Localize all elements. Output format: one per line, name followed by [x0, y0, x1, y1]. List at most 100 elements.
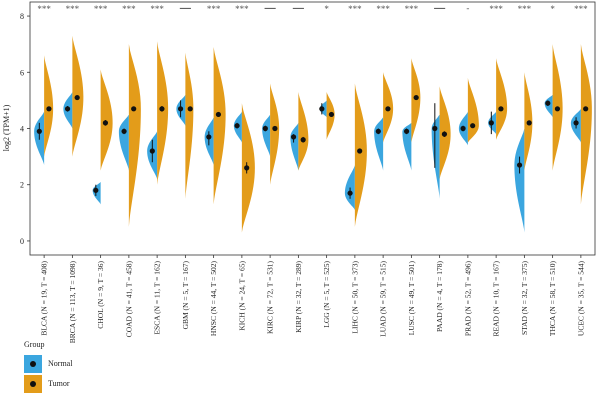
violin-tumor — [128, 44, 141, 227]
violin-normal — [544, 94, 553, 118]
x-tick-label: PAAD (N = 4, T = 178) — [435, 261, 444, 333]
x-axis: BLCA (N = 19, T = 408) BRCA (N = 113, T =… — [40, 255, 585, 344]
median-point-normal — [403, 128, 410, 134]
legend-item-tumor: Tumor — [24, 375, 124, 393]
median-point-tumor — [244, 165, 250, 171]
median-point-normal — [545, 100, 551, 106]
x-tick-label: KIRC (N = 72, T = 531) — [266, 261, 275, 334]
violin-tumor — [44, 55, 54, 157]
legend-item-normal: Normal — [24, 355, 124, 373]
median-point-normal — [262, 125, 268, 132]
median-point-normal — [319, 106, 325, 112]
median-point-tumor — [385, 106, 391, 112]
y-tick-label: 6 — [20, 68, 24, 77]
x-tick-label: LUSC (N = 49, T = 501) — [407, 261, 416, 336]
x-tick-label: KICH (N = 24, T = 65) — [237, 260, 246, 330]
median-point-normal — [149, 148, 155, 154]
significance-label: *** — [489, 4, 503, 14]
significance-label: — — [264, 2, 277, 14]
x-tick-label: LUAD (N = 59, T = 515) — [379, 261, 388, 337]
violin-tumor — [467, 77, 479, 143]
legend-key-normal — [24, 355, 42, 373]
median-point-tumor — [470, 123, 476, 129]
violin-normal — [344, 165, 355, 211]
median-point-tumor — [357, 148, 363, 154]
plot-frame — [29, 1, 596, 256]
median-point-normal — [206, 134, 212, 140]
significance-label: *** — [66, 4, 80, 14]
x-tick-label: LGG (N = 5, T = 525) — [322, 261, 331, 328]
significance-label: *** — [376, 4, 390, 14]
median-point-normal — [516, 162, 523, 168]
significance-label: — — [292, 2, 305, 14]
violin-tumor — [213, 46, 226, 205]
violin-tumor — [580, 44, 592, 205]
significance-label: *** — [405, 4, 419, 14]
violin-tumor — [354, 83, 367, 227]
plot-border — [29, 1, 596, 256]
x-tick-label: THCA (N = 58, T = 510) — [548, 261, 557, 337]
median-point-normal — [432, 125, 438, 132]
y-tick-label: 8 — [20, 12, 24, 21]
y-tick-label: 2 — [20, 181, 24, 190]
x-tick-label: PRAD (N = 52, T = 496) — [463, 260, 472, 336]
x-tick-label: STAD (N = 32, T = 375) — [520, 261, 529, 336]
median-point-tumor — [583, 106, 589, 112]
significance-label: *** — [207, 4, 221, 14]
significance-label: *** — [235, 4, 249, 14]
x-tick-label: UCEC (N = 35, T = 544) — [576, 261, 585, 337]
significance-labels: *** *** *** *** *** — *** *** — — * *** *** *** — - *** *… — [37, 2, 588, 14]
median-point-tumor — [46, 106, 52, 112]
median-point-normal — [375, 128, 381, 134]
y-tick-label: 4 — [20, 125, 24, 134]
significance-label: — — [433, 2, 446, 14]
significance-label: *** — [574, 4, 588, 14]
violin-normal — [402, 122, 412, 171]
legend-title: Group — [24, 340, 45, 349]
significance-label: *** — [348, 4, 362, 14]
significance-label: — — [179, 2, 192, 14]
median-point-tumor — [131, 106, 137, 112]
legend-label-tumor: Tumor — [48, 379, 70, 388]
median-point-tumor — [441, 131, 448, 137]
violin-tumor — [496, 58, 508, 140]
legend-label-normal: Normal — [48, 359, 73, 368]
violin-tumor — [185, 52, 194, 199]
x-tick-label: BRCA (N = 113, T = 1098) — [68, 261, 77, 344]
median-point-normal — [177, 106, 184, 112]
violin-normal — [262, 114, 271, 157]
x-tick-label: HNSC (N = 44, T = 502) — [209, 260, 218, 336]
median-point-tumor — [74, 94, 80, 101]
median-point-normal — [460, 125, 466, 132]
significance-label: *** — [150, 4, 164, 14]
significance-label: *** — [94, 4, 108, 14]
violin-tumor — [298, 91, 309, 171]
violin-normal — [92, 181, 101, 205]
legend: Group Normal Tumor — [24, 340, 144, 399]
median-point-tumor — [328, 111, 335, 118]
y-axis-label: log2 (TPM+1) — [2, 104, 11, 151]
significance-label: - — [466, 3, 469, 13]
median-point-normal — [64, 106, 71, 112]
median-point-tumor — [413, 94, 419, 101]
median-point-normal — [121, 128, 127, 134]
median-point-normal — [347, 190, 353, 196]
median-point-tumor — [272, 125, 278, 132]
y-axis: 0 2 4 6 8 — [20, 12, 30, 246]
violin-tumor — [270, 83, 280, 185]
violin-tumor — [100, 69, 113, 171]
violin-normal — [290, 122, 299, 171]
median-point-normal — [93, 187, 99, 193]
median-point-tumor — [498, 106, 504, 112]
median-point-tumor — [159, 106, 165, 112]
median-point-tumor — [554, 106, 561, 112]
x-tick-label: KIRP (N = 32, T = 289) — [294, 261, 303, 333]
legend-key-tumor — [24, 375, 42, 393]
x-tick-label: BLCA (N = 19, T = 408) — [40, 261, 49, 336]
violin-normal — [431, 114, 440, 199]
median-point-normal — [36, 128, 42, 134]
median-point-normal — [234, 123, 240, 129]
median-point-normal — [488, 120, 494, 126]
median-point-tumor — [300, 137, 306, 143]
